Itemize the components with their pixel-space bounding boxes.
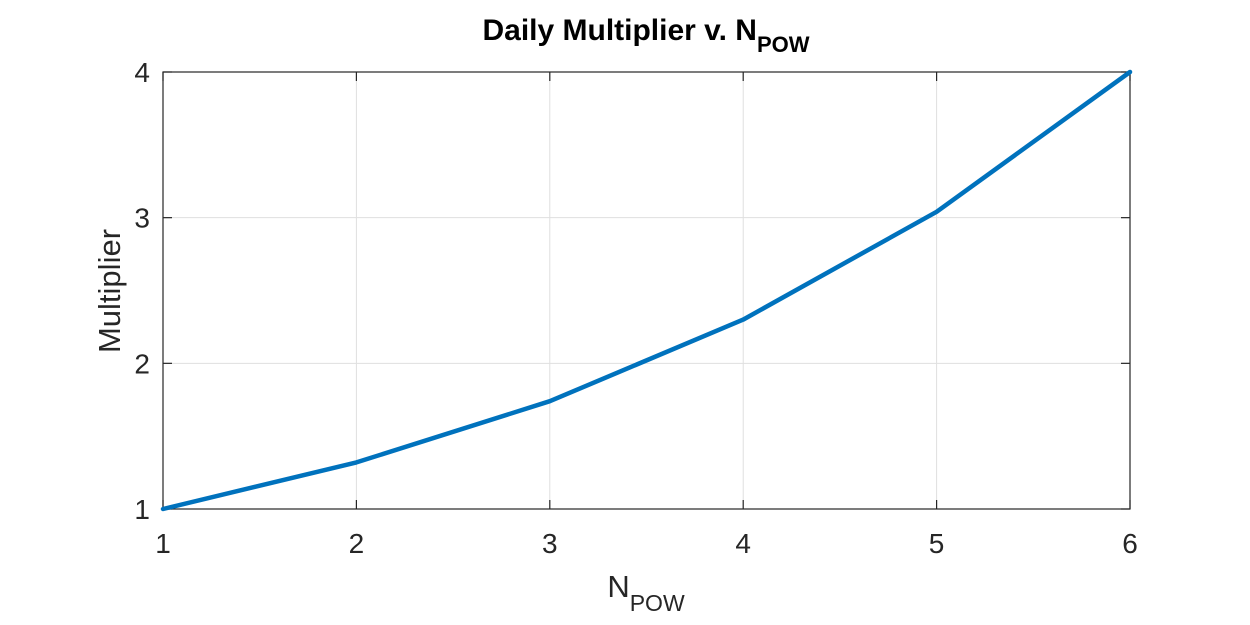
y-tick-label: 4 bbox=[134, 57, 150, 88]
plot-frame bbox=[162, 71, 1131, 510]
x-axis-label-subscript: POW bbox=[630, 590, 685, 616]
x-tick-label: 2 bbox=[349, 528, 365, 559]
y-tick-label: 3 bbox=[134, 203, 150, 234]
x-axis-label: NPOW bbox=[607, 569, 685, 616]
series-group bbox=[160, 69, 1133, 512]
x-tick-label: 5 bbox=[929, 528, 945, 559]
tick-marks bbox=[162, 71, 1131, 510]
y-axis-label: Multiplier bbox=[92, 229, 127, 353]
x-tick-labels: 1 2 3 4 5 6 bbox=[155, 528, 1138, 559]
y-tick-labels: 1 2 3 4 bbox=[134, 57, 150, 525]
x-tick-label: 6 bbox=[1122, 528, 1138, 559]
series-line bbox=[160, 69, 1133, 512]
chart-title: Daily Multiplier v. NPOW bbox=[482, 14, 809, 57]
x-tick-label: 3 bbox=[542, 528, 558, 559]
y-tick-label: 1 bbox=[134, 494, 150, 525]
x-axis-label-main: N bbox=[607, 569, 629, 604]
chart-title-subscript: POW bbox=[757, 32, 810, 57]
x-tick-label: 1 bbox=[155, 528, 171, 559]
x-tick-label: 4 bbox=[735, 528, 751, 559]
chart-title-main: Daily Multiplier v. N bbox=[482, 14, 757, 47]
y-tick-label: 2 bbox=[134, 348, 150, 379]
grid-lines bbox=[162, 71, 1131, 510]
